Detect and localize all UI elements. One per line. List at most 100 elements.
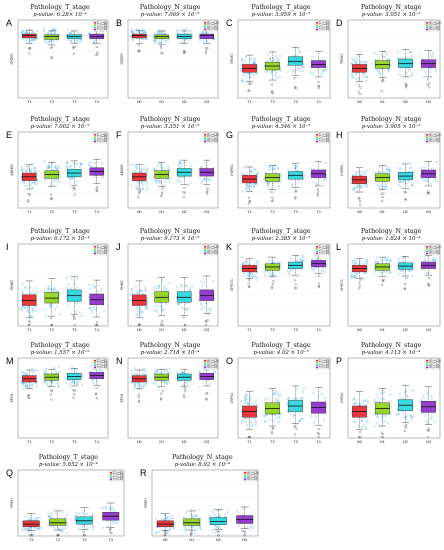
data-point — [407, 269, 411, 272]
data-point — [65, 381, 68, 385]
data-point — [421, 69, 424, 72]
data-point — [134, 285, 137, 288]
data-point — [32, 289, 35, 292]
legend-entry: N1 (n=57) — [429, 248, 440, 251]
data-point — [211, 529, 214, 532]
data-point — [320, 392, 323, 396]
data-point — [32, 368, 35, 371]
legend-swatch — [426, 134, 429, 136]
data-point — [43, 289, 46, 292]
data-point — [89, 364, 92, 368]
data-point — [70, 40, 73, 43]
x-tick-label: N2 — [182, 328, 187, 332]
data-point — [292, 163, 295, 166]
data-point — [145, 187, 149, 191]
data-point — [96, 379, 99, 382]
data-point — [253, 418, 256, 421]
legend-swatch — [316, 248, 319, 250]
data-point — [26, 385, 30, 388]
data-point — [155, 181, 158, 184]
data-point — [325, 68, 328, 71]
data-point — [82, 509, 86, 512]
data-point — [278, 271, 281, 274]
data-point — [253, 275, 256, 278]
data-point — [237, 525, 240, 528]
data-point — [366, 168, 369, 172]
data-point — [241, 420, 244, 423]
data-point — [76, 277, 79, 280]
panel-pvalue: p-value: 3.959 × 10⁻⁵ — [252, 11, 312, 18]
data-point — [250, 73, 253, 76]
panel-pvalue: p-value: 2.718 × 10⁻⁴ — [141, 349, 200, 356]
data-point — [359, 185, 362, 188]
outlier-point — [427, 191, 430, 195]
data-point — [383, 397, 386, 400]
data-point — [24, 285, 27, 289]
data-point — [70, 286, 73, 289]
data-point — [20, 169, 23, 172]
legend-entry: T3 (n=38) — [319, 250, 330, 253]
data-point — [250, 524, 253, 527]
outlier-point — [182, 316, 185, 319]
data-point — [278, 394, 281, 397]
data-point — [53, 308, 57, 311]
outlier-point — [248, 199, 252, 203]
data-point — [352, 188, 355, 191]
data-point — [66, 304, 69, 307]
data-point — [243, 59, 246, 62]
outlier-point — [380, 436, 383, 439]
legend-swatch — [94, 24, 97, 26]
data-point — [33, 181, 36, 184]
data-point — [21, 528, 24, 531]
legend-entry: T4 (n=21) — [97, 252, 108, 255]
outlier-point — [163, 534, 166, 537]
data-point — [75, 511, 78, 515]
data-point — [130, 292, 133, 296]
data-point — [93, 285, 96, 288]
legend-entry: T1 (n=95) — [319, 246, 330, 249]
data-point — [157, 530, 161, 533]
panel-letter: B — [116, 18, 122, 28]
data-point — [404, 416, 408, 419]
data-point — [185, 307, 188, 310]
data-point — [75, 39, 78, 42]
outlier-point — [27, 394, 30, 397]
data-point — [191, 515, 194, 518]
data-point — [46, 41, 49, 44]
legend-swatch — [244, 478, 247, 481]
data-point — [25, 31, 28, 34]
data-point — [52, 40, 55, 43]
data-point — [388, 259, 391, 262]
data-point — [92, 524, 95, 528]
data-point — [382, 185, 385, 188]
data-point — [429, 182, 432, 185]
data-point — [164, 180, 167, 183]
legend-swatch — [316, 366, 319, 369]
x-tick-label: N0 — [163, 538, 168, 542]
outlier-point — [50, 317, 53, 320]
data-point — [245, 402, 248, 405]
panel-title: Pathology_T_stage — [251, 342, 311, 349]
outlier-point — [270, 83, 274, 86]
data-point — [92, 305, 95, 308]
outlier-point — [137, 44, 140, 47]
outlier-point — [83, 534, 86, 537]
data-point — [388, 169, 391, 172]
outlier-point — [294, 287, 297, 290]
data-point — [30, 181, 33, 185]
data-point — [157, 30, 161, 33]
outlier-point — [316, 194, 320, 197]
outlier-point — [318, 282, 321, 285]
data-point — [29, 515, 32, 518]
data-point — [33, 166, 37, 169]
data-point — [167, 165, 170, 168]
outlier-point — [271, 427, 275, 430]
legend-swatch — [316, 22, 319, 24]
legend-entry: N2 (n=29) — [207, 364, 218, 367]
outlier-point — [160, 46, 163, 49]
data-point — [249, 394, 252, 397]
data-point — [20, 165, 23, 168]
legend-entry: T4 (n=21) — [319, 28, 330, 31]
data-point — [165, 516, 168, 519]
data-point — [32, 181, 36, 184]
